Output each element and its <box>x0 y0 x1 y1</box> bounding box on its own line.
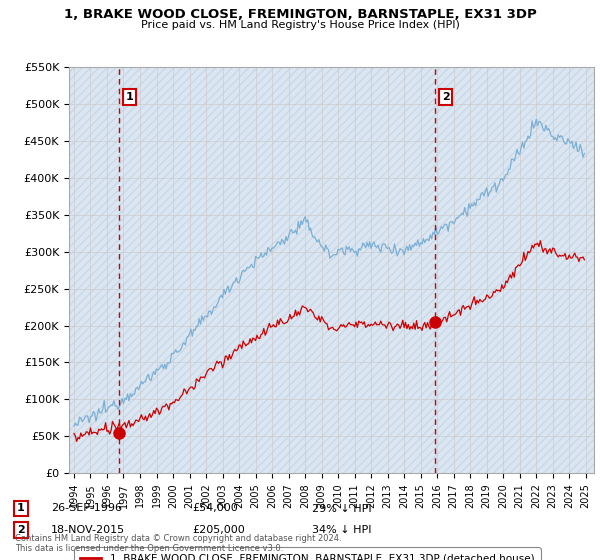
Text: 1, BRAKE WOOD CLOSE, FREMINGTON, BARNSTAPLE, EX31 3DP: 1, BRAKE WOOD CLOSE, FREMINGTON, BARNSTA… <box>64 8 536 21</box>
Text: 2: 2 <box>442 92 449 102</box>
Text: Contains HM Land Registry data © Crown copyright and database right 2024.
This d: Contains HM Land Registry data © Crown c… <box>15 534 341 553</box>
Text: Price paid vs. HM Land Registry's House Price Index (HPI): Price paid vs. HM Land Registry's House … <box>140 20 460 30</box>
Text: 2: 2 <box>17 525 25 535</box>
Text: £205,000: £205,000 <box>192 525 245 535</box>
Text: £54,000: £54,000 <box>192 503 238 514</box>
Text: 1: 1 <box>126 92 134 102</box>
Text: 34% ↓ HPI: 34% ↓ HPI <box>312 525 371 535</box>
Text: 1: 1 <box>17 503 25 514</box>
Text: 18-NOV-2015: 18-NOV-2015 <box>51 525 125 535</box>
Text: 29% ↓ HPI: 29% ↓ HPI <box>312 503 371 514</box>
Text: 26-SEP-1996: 26-SEP-1996 <box>51 503 122 514</box>
Legend: 1, BRAKE WOOD CLOSE, FREMINGTON, BARNSTAPLE, EX31 3DP (detached house), HPI: Ave: 1, BRAKE WOOD CLOSE, FREMINGTON, BARNSTA… <box>74 548 541 560</box>
